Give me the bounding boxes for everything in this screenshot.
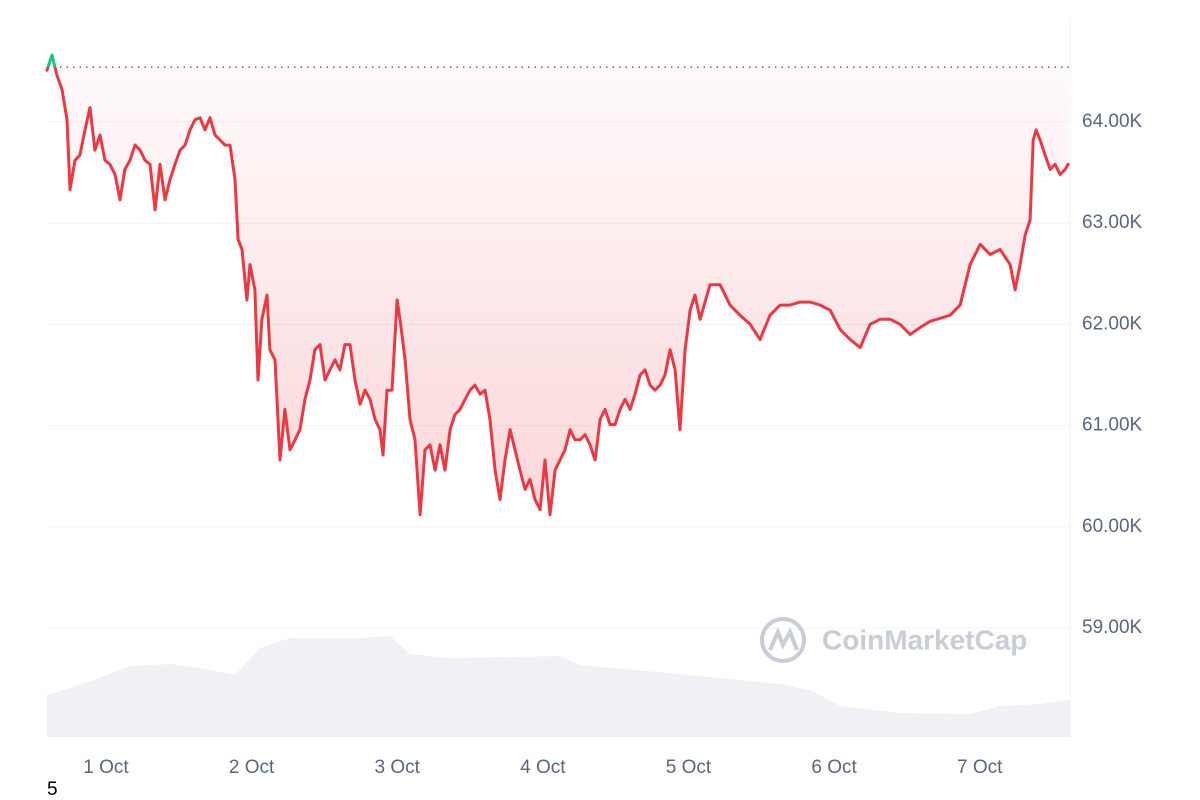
- y-tick-label: 60.00K: [1082, 516, 1143, 537]
- y-tick-label: 62.00K: [1082, 313, 1143, 334]
- x-tick-label: 1 Oct: [83, 757, 129, 778]
- watermark: CoinMarketCap: [822, 624, 1027, 655]
- y-tick-label: 59.00K: [1082, 617, 1143, 638]
- x-tick-label: 7 Oct: [957, 757, 1003, 778]
- volume-area: [47, 636, 1070, 737]
- x-tick-label: 2 Oct: [229, 757, 275, 778]
- x-tick-label: 4 Oct: [520, 757, 566, 778]
- watermark-logo: [760, 617, 806, 663]
- price-line: [45, 53, 1070, 517]
- y-tick-label: 63.00K: [1082, 212, 1143, 233]
- x-tick-label: 3 Oct: [375, 757, 421, 778]
- x-tick-label: 5 Oct: [666, 757, 712, 778]
- x-tick-label: 6 Oct: [811, 757, 857, 778]
- footnote: 5: [47, 779, 58, 800]
- price-area: [47, 55, 1069, 515]
- y-tick-label: 64.00K: [1082, 111, 1143, 132]
- y-tick-label: 61.00K: [1082, 415, 1143, 436]
